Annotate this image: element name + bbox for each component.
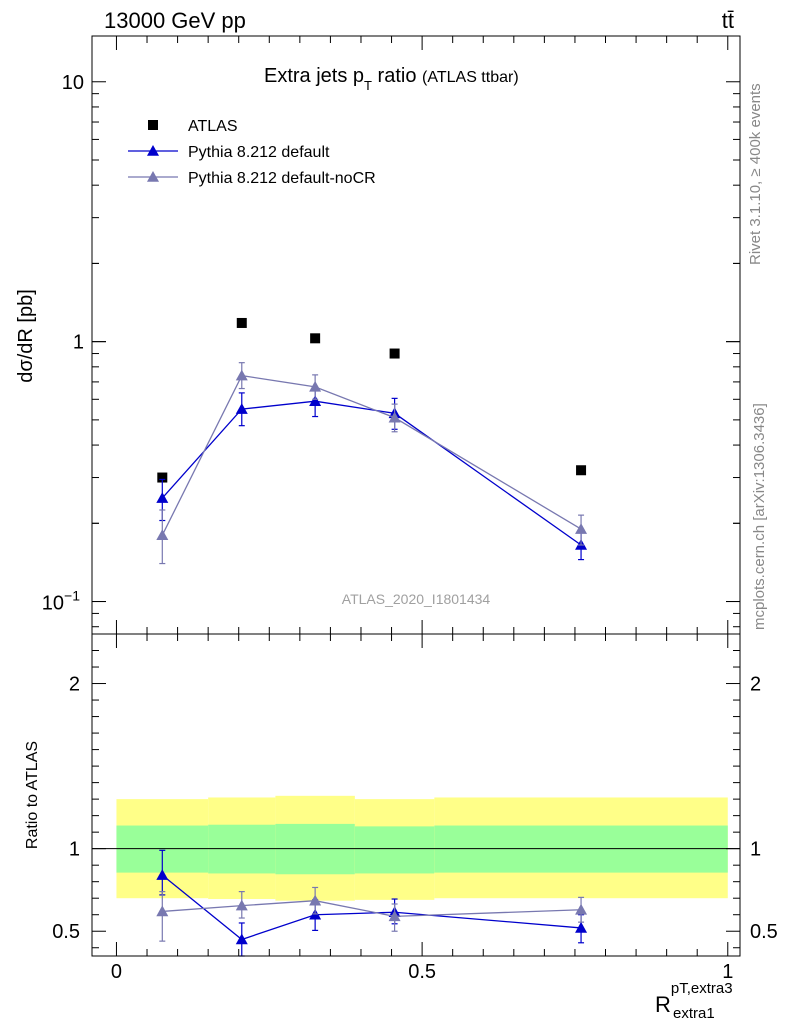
series-1: [156, 387, 588, 561]
legend-entry: Pythia 8.212 default: [128, 144, 330, 161]
main-title-rest: ratio: [372, 65, 416, 87]
data-point: [310, 333, 321, 344]
ratio-xlabel-sup: pT,extra3: [671, 980, 733, 997]
main-plot-content: [156, 317, 588, 565]
x-tick-label: 0: [111, 961, 122, 983]
legend-marker: [147, 145, 159, 156]
ratio-panel: 0.5 0.5 1 1 2 2 0 0.5 1 Ratio to ATLAS RpT,extra…: [24, 633, 778, 1022]
energy-label: 13000 GeV pp: [104, 8, 246, 33]
main-title: Extra jets pT ratio (ATLAS ttbar): [264, 65, 519, 93]
ratio-ylabel: Ratio to ATLAS: [24, 741, 41, 849]
ratio-point: [235, 899, 248, 911]
ratio-y-tick-label: 2: [69, 674, 80, 696]
series-line: [161, 374, 582, 536]
main-title-sub: T: [364, 78, 372, 93]
data-point: [235, 403, 248, 414]
ratio-xlabel-main: R: [655, 992, 671, 1017]
data-point: [389, 348, 400, 359]
y-tick-label: 1: [73, 332, 84, 354]
ratio-point: [575, 921, 588, 933]
series-line: [161, 400, 582, 546]
legend-marker: [147, 171, 159, 182]
x-tick-label: 1: [722, 961, 733, 983]
data-point: [235, 369, 248, 381]
ratio-y-tick-label: 0.5: [52, 921, 80, 943]
legend-label: Pythia 8.212 default: [188, 144, 330, 161]
mcplots-label: mcplots.cern.ch [arXiv:1306.3436]: [751, 403, 768, 630]
process-label: tt̄: [722, 8, 734, 33]
ratio-frame: [91, 633, 741, 957]
ratio-y-tick-label-right: 0.5: [750, 921, 778, 943]
series-2: [156, 362, 588, 565]
data-point: [157, 472, 168, 483]
rivet-label: Rivet 3.1.10, ≥ 400k events: [747, 83, 764, 265]
data-point: [309, 380, 322, 392]
data-point: [236, 317, 247, 328]
ratio-xlabel-sub: extra1: [673, 1005, 715, 1022]
ratio-point: [235, 933, 248, 945]
y-tick-label: 10−1: [42, 588, 80, 615]
y-tick-label: 10: [62, 72, 84, 94]
ratio-series-1: [156, 886, 588, 942]
y-tick-label-base: 10: [42, 593, 64, 615]
x-tick-label: 0.5: [408, 961, 436, 983]
legend-label: ATLAS: [188, 118, 238, 135]
series-0: [157, 317, 587, 483]
main-title-text: Extra jets p: [264, 65, 364, 87]
main-ylabel: dσ/dR [pb]: [15, 289, 37, 383]
ratio-point: [388, 910, 401, 922]
data-point: [156, 529, 169, 540]
legend-marker: [148, 120, 158, 130]
ratio-series-0: [156, 849, 588, 957]
data-point: [575, 523, 588, 534]
legend-entry: Pythia 8.212 default-noCR: [128, 170, 376, 187]
ratio-point: [156, 905, 169, 917]
ratio-series-line: [162, 900, 582, 918]
ratio-y-tick-label-right: 1: [750, 839, 761, 861]
ratio-xlabel: RpT,extra3: [655, 980, 733, 1017]
y-tick-label-exp: −1: [64, 588, 80, 604]
legend: ATLAS Pythia 8.212 default Pythia 8.212 de…: [128, 118, 376, 187]
ratio-axis-ticks: 0.5 0.5 1 1 2 2 0 0.5 1: [52, 634, 778, 983]
data-point: [576, 465, 587, 476]
legend-entry: ATLAS: [148, 118, 238, 135]
ratio-y-tick-label-right: 2: [750, 674, 761, 696]
ratio-point: [309, 894, 322, 906]
data-point: [156, 492, 169, 503]
data-point: [388, 411, 401, 423]
main-title-note: (ATLAS ttbar): [422, 69, 519, 86]
uncertainty-band-inner: [354, 826, 435, 874]
ratio-plot-content: [92, 795, 740, 957]
ratio-y-tick-label: 1: [69, 839, 80, 861]
legend-label: Pythia 8.212 default-noCR: [188, 170, 376, 187]
data-point: [309, 395, 322, 406]
ratio-point: [575, 903, 588, 915]
analysis-label: ATLAS_2020_I1801434: [342, 591, 491, 607]
ratio-point: [156, 869, 169, 880]
